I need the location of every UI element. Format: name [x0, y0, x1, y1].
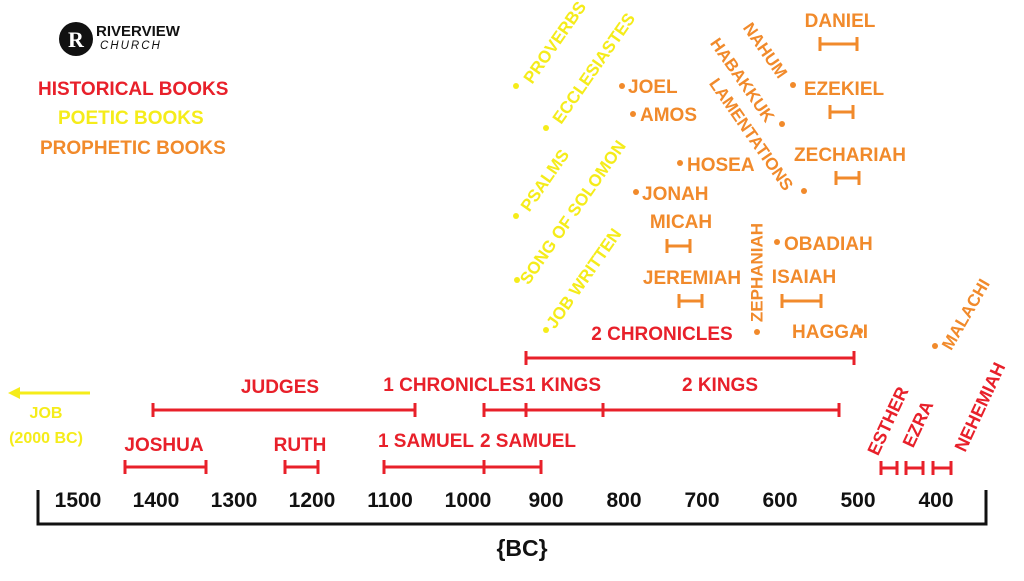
- axis-tick-1100: 1100: [367, 489, 413, 512]
- 2-samuel-label: 2 SAMUEL: [480, 431, 576, 452]
- logo-name: RIVERVIEW: [96, 23, 181, 40]
- axis-tick-800: 800: [606, 489, 641, 512]
- job-label: JOB: [30, 405, 63, 422]
- ruth-label: RUTH: [274, 435, 327, 456]
- haggai-label: HAGGAI: [792, 322, 868, 343]
- job-note: JOB (2000 BC): [8, 387, 90, 447]
- axis-tick-400: 400: [918, 489, 953, 512]
- legend-historical: HISTORICAL BOOKS: [38, 79, 228, 100]
- hosea-label: HOSEA: [687, 155, 755, 176]
- joel-label: JOEL: [628, 77, 678, 98]
- 1-kings-label: 1 KINGS: [525, 375, 601, 396]
- nehemiah-label: NEHEMIAH: [951, 359, 1010, 454]
- psalms-label: PSALMS: [517, 146, 573, 215]
- legend-prophetic: PROPHETIC BOOKS: [40, 138, 226, 159]
- left-arrow-icon: [8, 387, 20, 399]
- judges-label: JUDGES: [241, 377, 319, 398]
- axis-unit-label: {BC}: [496, 535, 547, 561]
- isaiah-label: ISAIAH: [772, 267, 836, 288]
- legend: HISTORICAL BOOKS POETIC BOOKS PROPHETIC …: [38, 79, 228, 159]
- church-logo: R RIVERVIEW CHURCH: [59, 22, 181, 56]
- 2-chronicles-label: 2 CHRONICLES: [591, 324, 732, 345]
- 1-chronicles-label: 1 CHRONICLES: [383, 375, 524, 396]
- 1-samuel-label: 1 SAMUEL: [378, 431, 474, 452]
- micah-label: MICAH: [650, 212, 712, 233]
- axis-bracket: [36, 490, 988, 526]
- axis-tick-900: 900: [528, 489, 563, 512]
- esther-label: ESTHER: [864, 384, 913, 459]
- logo-subname: CHURCH: [100, 40, 162, 52]
- prophetic-books: JOEL AMOS HOSEA JONAH MICAH JEREMIAH ZEP…: [619, 11, 994, 353]
- axis-ticks: 1500 1400 1300 1200 1100 1000 900 800 700 600 500 4…: [55, 489, 954, 512]
- axis-tick-1300: 1300: [211, 489, 258, 512]
- axis-tick-1400: 1400: [133, 489, 180, 512]
- jonah-label: JONAH: [642, 184, 709, 205]
- job-date: (2000 BC): [9, 430, 83, 447]
- zechariah-label: ZECHARIAH: [794, 145, 906, 166]
- axis-tick-700: 700: [684, 489, 719, 512]
- axis-tick-1000: 1000: [445, 489, 492, 512]
- legend-poetic: POETIC BOOKS: [58, 108, 204, 129]
- ezekiel-label: EZEKIEL: [804, 79, 885, 100]
- axis-tick-1500: 1500: [55, 489, 102, 512]
- daniel-label: DANIEL: [805, 11, 876, 32]
- time-axis: 1500 1400 1300 1200 1100 1000 900 800 700 600 500 4…: [36, 489, 988, 561]
- 2-kings-label: 2 KINGS: [682, 375, 758, 396]
- zephaniah-label: ZEPHANIAH: [748, 223, 767, 322]
- poetic-books: PROVERBS ECCLESIASTES PSALMS SONG OF SOL…: [513, 0, 639, 333]
- joshua-label: JOSHUA: [124, 435, 203, 456]
- obadiah-label: OBADIAH: [784, 234, 873, 255]
- malachi-label: MALACHI: [938, 276, 994, 353]
- axis-tick-600: 600: [762, 489, 797, 512]
- logo-initial: R: [68, 27, 85, 52]
- historical-books: JOSHUA JUDGES RUTH 1 SAMUEL 1 CHRONICLES…: [123, 324, 1010, 475]
- axis-tick-500: 500: [840, 489, 875, 512]
- jeremiah-label: JEREMIAH: [643, 268, 741, 289]
- logo-circle-icon: [59, 22, 93, 56]
- axis-tick-1200: 1200: [289, 489, 336, 512]
- amos-label: AMOS: [640, 105, 697, 126]
